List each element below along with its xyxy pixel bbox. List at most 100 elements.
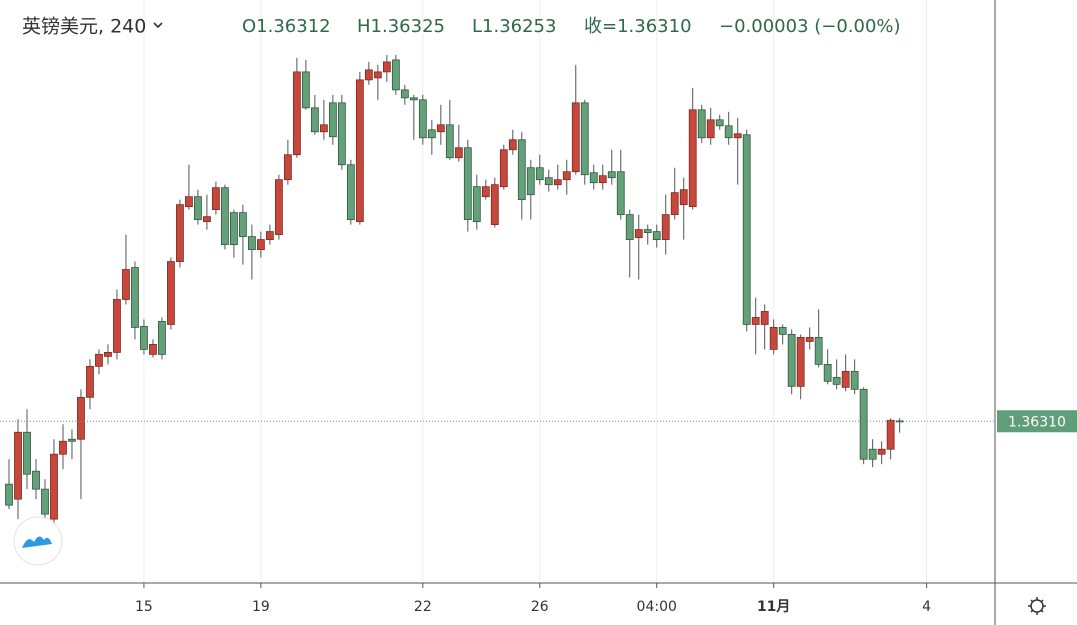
candle-body — [778, 327, 787, 335]
candle-body — [346, 164, 355, 221]
candle-body — [113, 299, 121, 353]
candle-body — [292, 71, 301, 156]
x-tick-label: 04:00 — [637, 599, 677, 615]
candle-body — [517, 139, 526, 201]
candle-body — [616, 171, 625, 216]
logo-shape — [22, 536, 52, 548]
candle-body — [499, 149, 508, 188]
candle-body — [23, 431, 31, 475]
candle-body — [562, 171, 571, 181]
x-tick-label: 15 — [135, 599, 153, 615]
candle-body — [382, 61, 391, 73]
candle-body — [391, 59, 400, 91]
candle-body — [418, 99, 427, 139]
candle-body — [131, 267, 139, 328]
candle-body — [274, 179, 283, 235]
change-value: −0.00003 (−0.00%) — [719, 16, 901, 37]
candle-body — [95, 353, 103, 367]
candle-body — [472, 186, 481, 223]
candle-body — [742, 134, 751, 325]
x-axis: 15 19 22 26 04:00 11月 4 — [135, 583, 931, 615]
candle-body — [796, 337, 805, 387]
candle-body — [310, 107, 319, 133]
candle-body — [68, 438, 76, 442]
candle-body — [877, 448, 886, 455]
candle-body — [760, 311, 769, 325]
candle-body — [59, 440, 67, 455]
candle-body — [355, 79, 364, 223]
candle-body — [436, 124, 445, 133]
x-tick-label: 22 — [414, 599, 432, 615]
gear-teeth — [1028, 597, 1046, 615]
open-value: O1.36312 — [242, 16, 331, 37]
x-tick-label: 19 — [252, 599, 270, 615]
candle-body — [221, 187, 229, 245]
candle-body — [724, 125, 733, 139]
candle-body — [868, 448, 877, 460]
candle-body — [445, 124, 454, 159]
candle-body — [751, 317, 760, 325]
candle-body — [409, 97, 418, 101]
interval-dropdown[interactable] — [153, 22, 163, 29]
last-price-label: 1.36310 — [1008, 414, 1066, 430]
candle-body — [427, 129, 436, 139]
candle-body — [194, 196, 202, 221]
candle-body — [706, 119, 715, 139]
candle-body — [239, 212, 247, 237]
candles — [5, 54, 904, 525]
low-value: L1.36253 — [472, 16, 556, 37]
candle-body — [5, 483, 13, 506]
candle-body — [32, 470, 40, 490]
candle-body — [337, 102, 346, 166]
candle-body — [104, 351, 112, 357]
candle-body — [679, 189, 688, 206]
candle-body — [544, 177, 553, 186]
candle-body — [589, 172, 598, 184]
candle-body — [149, 344, 157, 355]
candle-body — [661, 214, 670, 240]
candle-body — [832, 376, 841, 385]
candle-body — [490, 184, 499, 226]
candle-body — [167, 261, 175, 325]
candle-body — [535, 167, 544, 181]
candle-body — [481, 186, 490, 198]
candle-body — [634, 229, 643, 238]
candle-body — [841, 370, 850, 388]
candle-body — [463, 147, 472, 221]
last-price-badge — [997, 410, 1077, 433]
candle-body — [185, 196, 193, 208]
candle-body — [212, 187, 220, 211]
candle-body — [769, 327, 778, 350]
candle-body — [328, 102, 337, 138]
candle-body — [697, 109, 706, 139]
close-value: 收=1.36310 — [584, 16, 692, 37]
candle-body — [571, 102, 580, 173]
candle-body — [158, 321, 166, 355]
candle-body — [526, 167, 535, 196]
candle-body — [203, 216, 211, 223]
logo[interactable] — [13, 516, 63, 566]
symbol-title[interactable]: 英镑美元, 240 — [22, 16, 146, 38]
candle-body — [823, 363, 832, 382]
candle-body — [598, 175, 607, 184]
candle-body — [50, 453, 58, 520]
candle-body — [86, 365, 94, 398]
candle-body — [454, 147, 463, 159]
candle-body — [265, 231, 274, 240]
candle-body — [41, 488, 49, 515]
high-value: H1.36325 — [357, 16, 445, 37]
candle-body — [230, 212, 238, 245]
settings-button[interactable] — [1028, 597, 1046, 615]
candle-body — [670, 192, 679, 216]
candle-body — [400, 89, 409, 99]
x-tick-label: 26 — [531, 599, 549, 615]
candle-body — [319, 124, 328, 133]
candle-body — [256, 239, 265, 250]
candle-body — [886, 419, 895, 450]
candle-body — [283, 154, 292, 181]
candle-body — [643, 229, 652, 234]
candle-body — [77, 396, 85, 440]
candle-body — [122, 269, 130, 300]
candle-body — [301, 71, 310, 109]
